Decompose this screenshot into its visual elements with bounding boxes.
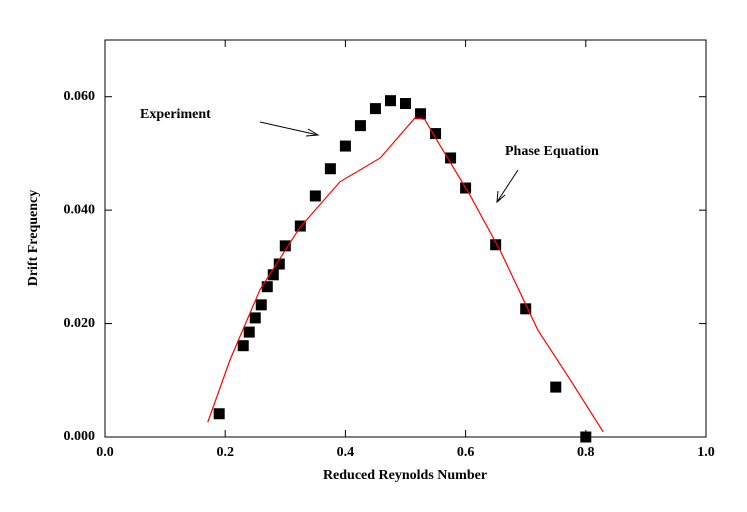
data-line [207,117,604,433]
data-point [445,152,457,164]
arrow [259,121,319,136]
data-point [520,303,532,315]
data-point [580,431,592,443]
data-point [237,340,249,352]
data-point [415,108,427,120]
y-axis-label: Drift Frequency [26,190,41,287]
arrows [259,121,519,204]
data-point [354,120,366,132]
x-axis-label: Reduced Reynolds Number [323,468,487,483]
data-point [369,103,381,115]
data-point [267,269,279,281]
arrow [496,169,519,203]
data-point [490,239,502,251]
data-point [261,281,273,293]
x-tick-label: 0.4 [337,445,355,460]
data-point [279,240,291,252]
y-tick-label: 0.020 [64,316,96,331]
data-point [243,326,255,338]
x-tick-label: 0.0 [96,445,114,460]
arrow-head [305,128,320,137]
data-point [255,299,267,311]
data-point [400,98,411,110]
arrow-head [496,190,506,204]
data-point [430,128,442,140]
x-tick-label: 0.8 [577,445,595,460]
annotation: Experiment [140,107,211,122]
data-point [273,258,285,270]
x-tick-label: 0.6 [457,445,475,460]
plot-frame [104,39,707,438]
x-tick-label: 0.2 [216,445,234,460]
x-tick-label: 1.0 [697,445,715,460]
data-point [309,190,321,202]
y-tick-label: 0.040 [64,202,96,217]
data-point [324,163,336,175]
annotation: Phase Equation [505,144,599,159]
y-tick-label: 0.000 [64,429,96,444]
data-point [550,381,562,393]
data-point [294,220,306,232]
data-point [213,408,225,420]
y-tick-label: 0.060 [64,89,96,104]
data-point [249,312,261,324]
data-point [339,140,351,152]
data-point [384,95,396,107]
